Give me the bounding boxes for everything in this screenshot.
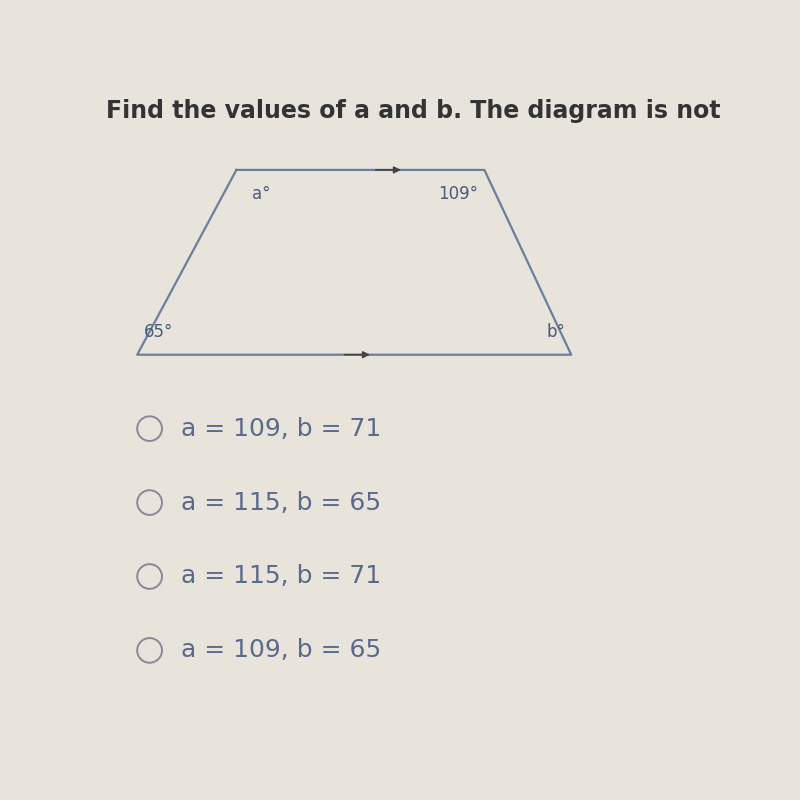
Text: 109°: 109° bbox=[438, 186, 478, 203]
Text: a = 115, b = 65: a = 115, b = 65 bbox=[181, 490, 381, 514]
Text: a = 109, b = 65: a = 109, b = 65 bbox=[181, 638, 381, 662]
Text: 65°: 65° bbox=[143, 323, 173, 341]
Text: Find the values of a and b. The diagram is not to scale-: Find the values of a and b. The diagram … bbox=[106, 99, 800, 123]
Text: a = 109, b = 71: a = 109, b = 71 bbox=[181, 417, 381, 441]
Text: b°: b° bbox=[546, 323, 565, 341]
Text: a = 115, b = 71: a = 115, b = 71 bbox=[181, 565, 381, 589]
Text: a°: a° bbox=[252, 186, 270, 203]
